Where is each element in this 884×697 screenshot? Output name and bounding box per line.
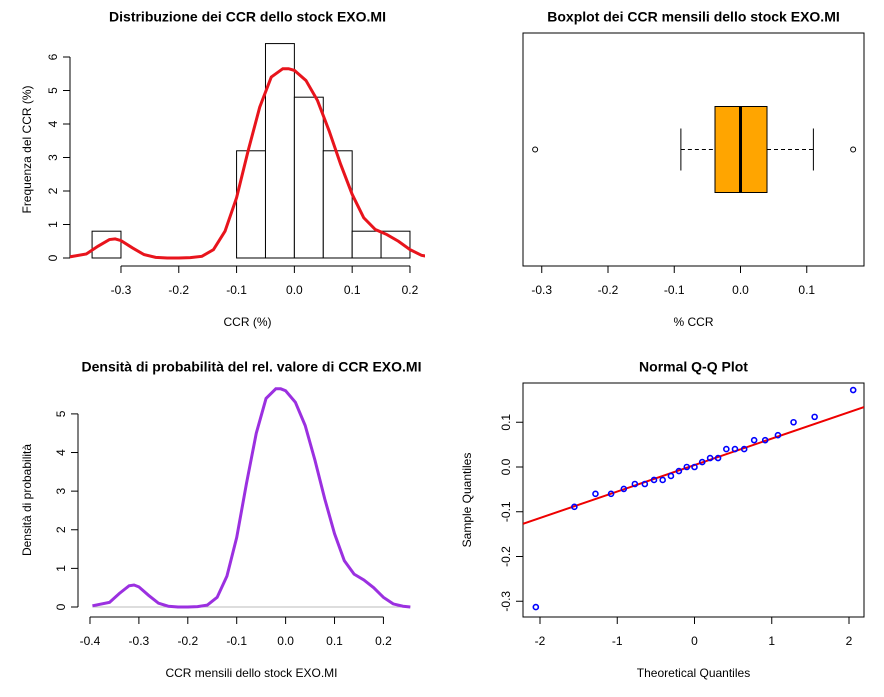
x-tick-label: -1 <box>612 634 623 648</box>
x-tick-label: 0.1 <box>798 283 815 297</box>
y-axis-label: Sample Quantiles <box>460 453 474 548</box>
density-line <box>70 67 425 260</box>
x-tick-label: -0.1 <box>226 634 247 648</box>
y-axis-label: Densità di probabilità <box>20 444 34 556</box>
x-tick-label: -0.4 <box>80 634 101 648</box>
qq-point <box>750 436 758 444</box>
chart-title: Boxplot dei CCR mensili dello stock EXO.… <box>547 9 840 25</box>
x-tick-label: 0.1 <box>326 634 343 648</box>
y-tick-label: 6 <box>46 53 60 60</box>
x-axis-label: CCR (%) <box>224 315 272 329</box>
qq-point <box>631 480 639 488</box>
qq-point <box>790 418 797 426</box>
y-tick-label: -0.1 <box>499 501 513 522</box>
x-tick-label: 0.0 <box>277 634 294 648</box>
y-tick-label: 4 <box>46 120 60 127</box>
qq-point <box>650 476 658 484</box>
y-tick-label: 0.0 <box>499 458 513 475</box>
x-tick-label: -0.2 <box>177 634 198 648</box>
qq-point <box>698 458 706 466</box>
qq-point <box>620 485 628 493</box>
x-tick-label: 0.2 <box>402 283 419 297</box>
y-tick-label: 1 <box>54 565 68 572</box>
qq-point <box>675 467 683 475</box>
y-tick-label: -0.2 <box>499 546 513 567</box>
y-tick-label: -0.3 <box>499 591 513 612</box>
x-tick-label: -0.3 <box>531 283 552 297</box>
x-tick-label: 1 <box>768 634 775 648</box>
x-axis-label: CCR mensili dello stock EXO.MI <box>165 666 337 680</box>
y-tick-label: 0.1 <box>499 414 513 431</box>
x-axis-label: % CCR <box>673 315 713 329</box>
bar <box>351 230 382 259</box>
qq-point <box>761 436 769 444</box>
x-tick-label: -2 <box>535 634 546 648</box>
bar <box>264 43 295 259</box>
qq-point <box>774 431 782 439</box>
qq-point <box>714 454 722 462</box>
qq-point <box>607 490 615 498</box>
x-tick-label: 0 <box>691 634 698 648</box>
y-axis-label: Frequenza del CCR (%) <box>20 85 34 213</box>
bar <box>91 230 122 259</box>
x-axis-label: Theoretical Quantiles <box>637 666 750 680</box>
x-tick-label: -0.3 <box>111 283 132 297</box>
chart-title: Densità di probabilità del rel. valore d… <box>82 359 422 375</box>
y-tick-label: 0 <box>46 254 60 261</box>
y-tick-label: 2 <box>46 187 60 194</box>
qq-point <box>691 463 698 471</box>
x-tick-label: 2 <box>846 634 853 648</box>
y-tick-label: 5 <box>54 410 68 417</box>
bar <box>236 150 266 259</box>
qq-point <box>571 503 578 511</box>
qq-point <box>849 386 857 394</box>
x-tick-label: 0.0 <box>732 283 749 297</box>
y-tick-label: 4 <box>54 449 68 456</box>
qq-point <box>532 603 540 611</box>
qq-point <box>731 445 739 453</box>
qq-point <box>667 472 675 480</box>
x-tick-label: 0.2 <box>375 634 392 648</box>
chart-title: Distribuzione dei CCR dello stock EXO.MI <box>109 9 386 25</box>
bar <box>322 150 353 259</box>
y-tick-label: 0 <box>54 603 68 610</box>
bar <box>293 96 324 259</box>
qq-point <box>641 480 649 488</box>
x-tick-label: -0.2 <box>598 283 619 297</box>
chart-title: Normal Q-Q Plot <box>639 359 748 375</box>
outlier <box>850 146 857 153</box>
density-line <box>92 387 411 609</box>
qq-point <box>723 445 730 453</box>
y-tick-label: 3 <box>54 487 68 494</box>
qq-point <box>811 413 818 421</box>
x-tick-label: -0.3 <box>129 634 150 648</box>
qq-point <box>706 454 714 462</box>
x-tick-label: -0.1 <box>226 283 247 297</box>
qq-point <box>740 445 748 453</box>
y-tick-label: 5 <box>46 87 60 94</box>
qq-point <box>683 463 691 471</box>
x-tick-label: 0.1 <box>344 283 361 297</box>
y-tick-label: 2 <box>54 526 68 533</box>
y-tick-label: 3 <box>46 154 60 161</box>
x-tick-label: 0.0 <box>286 283 303 297</box>
qq-point <box>592 490 599 498</box>
qq-point <box>659 476 666 484</box>
outlier <box>532 146 539 153</box>
x-tick-label: -0.1 <box>664 283 685 297</box>
x-tick-label: -0.2 <box>168 283 189 297</box>
y-tick-label: 1 <box>46 221 60 228</box>
